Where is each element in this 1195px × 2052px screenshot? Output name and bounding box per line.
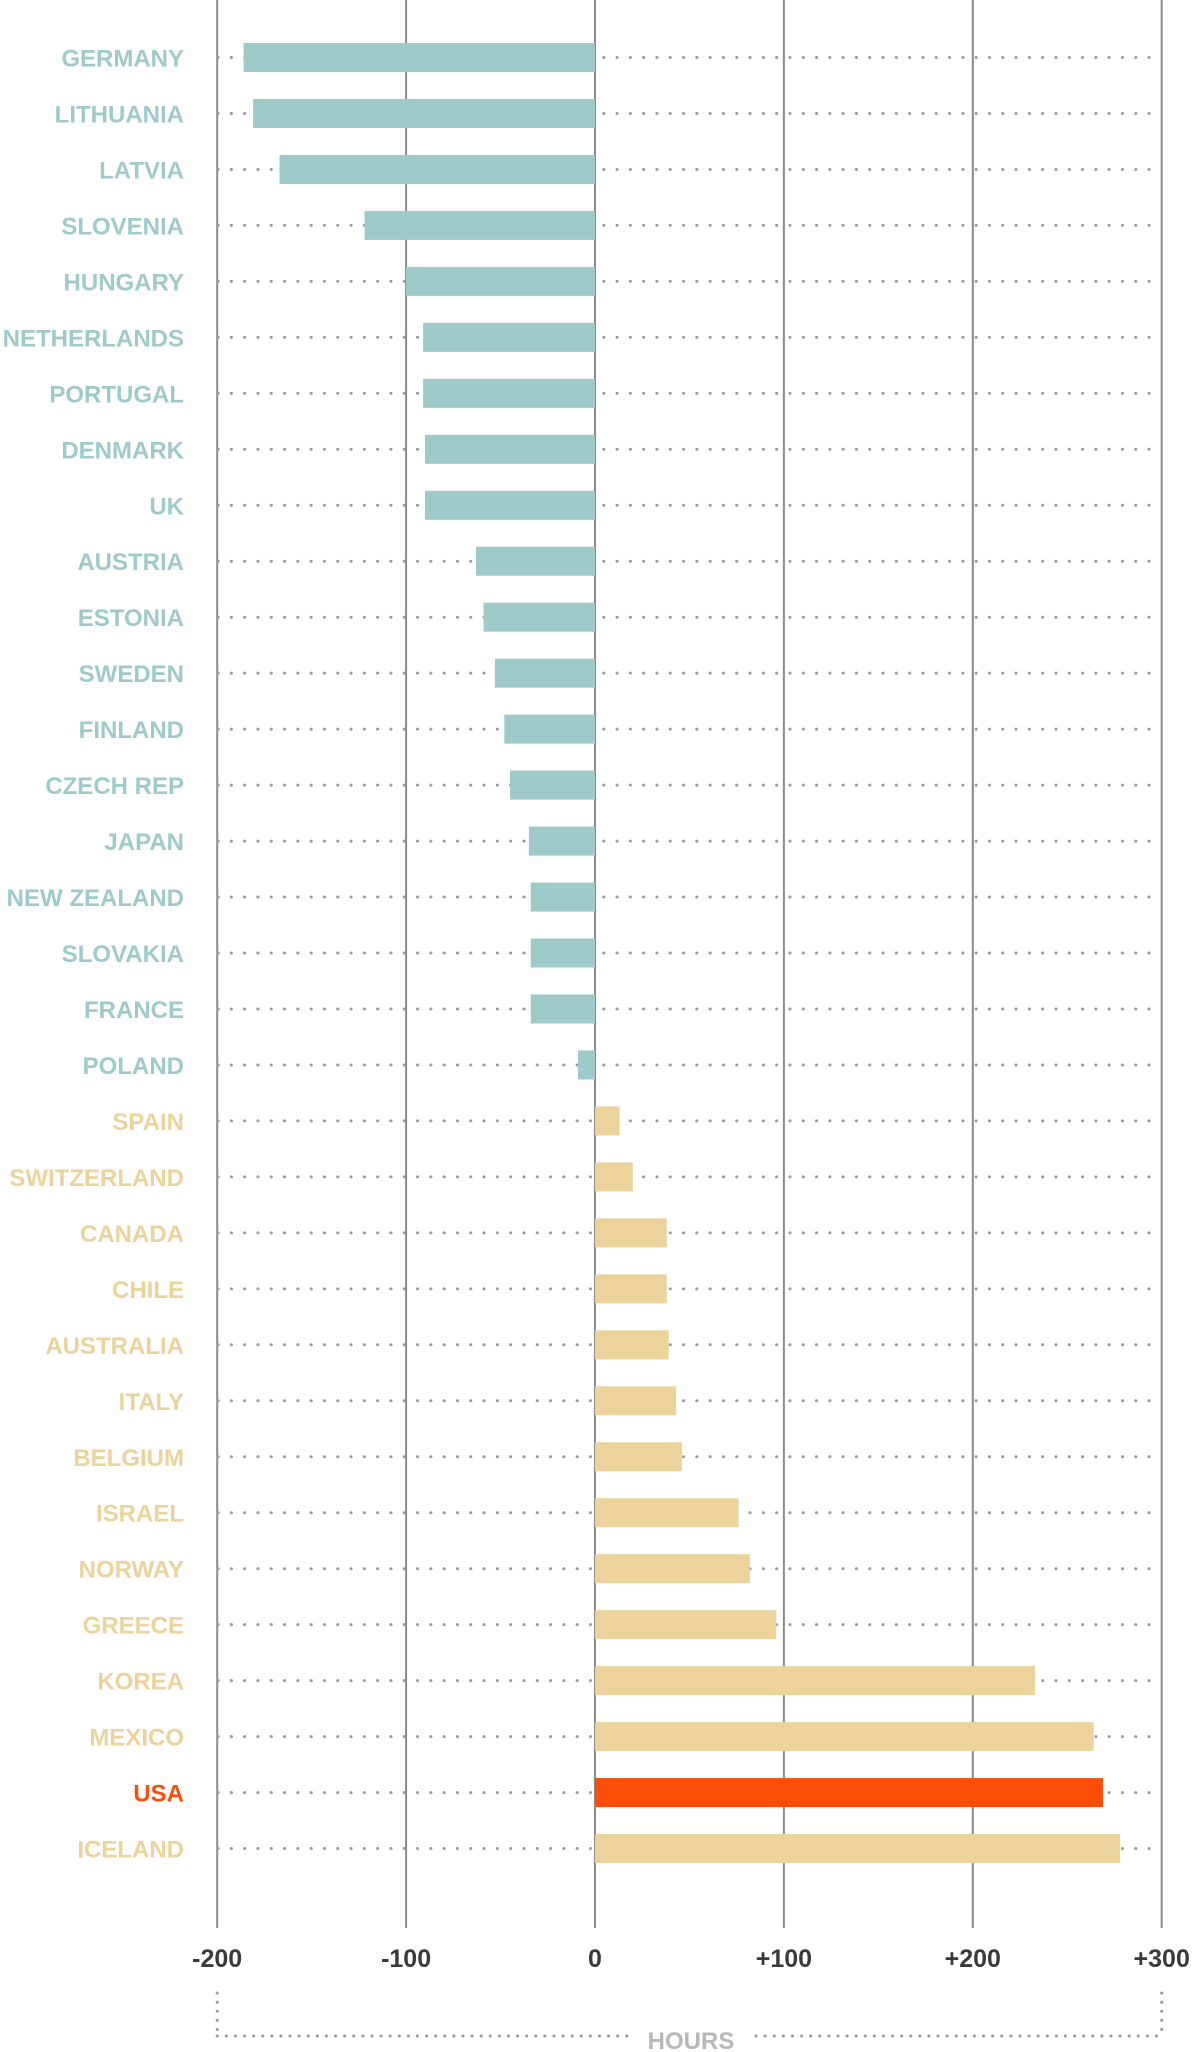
bar-israel — [595, 1498, 739, 1528]
label-iceland: ICELAND — [77, 1837, 184, 1864]
bar-belgium — [595, 1442, 682, 1472]
bar-korea — [595, 1666, 1036, 1696]
label-slovakia: SLOVAKIA — [62, 941, 184, 968]
label-poland: POLAND — [83, 1053, 184, 1080]
label-australia: AUSTRALIA — [45, 1333, 184, 1360]
bar-hungary — [406, 266, 595, 296]
bar-greece — [595, 1610, 777, 1640]
bar-finland — [504, 714, 595, 744]
tick-label-plus100: +100 — [756, 1945, 812, 1973]
bar-slovenia — [364, 210, 595, 240]
bar-italy — [595, 1386, 677, 1416]
bar-new-zealand — [530, 882, 595, 912]
bar-estonia — [483, 602, 595, 632]
bar-denmark — [424, 434, 595, 464]
label-canada: CANADA — [80, 1221, 184, 1248]
label-netherlands: NETHERLANDS — [3, 325, 184, 352]
bar-latvia — [279, 154, 595, 184]
tick-label-minus200: -200 — [192, 1945, 242, 1973]
bar-chile — [595, 1274, 667, 1304]
bar-netherlands — [423, 322, 595, 352]
bar-norway — [595, 1554, 750, 1584]
label-switzerland: SWITZERLAND — [9, 1165, 184, 1192]
tick-label-0: 0 — [588, 1945, 602, 1973]
label-denmark: DENMARK — [61, 437, 184, 464]
label-estonia: ESTONIA — [78, 605, 184, 632]
label-uk: UK — [149, 493, 184, 520]
label-chile: CHILE — [112, 1277, 184, 1304]
bar-canada — [595, 1218, 667, 1248]
label-italy: ITALY — [119, 1389, 184, 1416]
label-czech-rep: CZECH REP — [45, 773, 184, 800]
label-germany: GERMANY — [61, 46, 184, 73]
label-france: FRANCE — [84, 997, 184, 1024]
bar-france — [530, 994, 595, 1024]
label-sweden: SWEDEN — [79, 661, 184, 688]
label-mexico: MEXICO — [89, 1725, 184, 1752]
bar-iceland — [595, 1834, 1121, 1864]
bar-switzerland — [595, 1162, 633, 1192]
label-spain: SPAIN — [112, 1109, 184, 1136]
x-axis-unit: HOURS — [215, 1991, 1164, 2052]
bar-portugal — [423, 378, 595, 408]
tick-label-plus300: +300 — [1134, 1945, 1190, 1973]
label-finland: FINLAND — [79, 717, 184, 744]
bar-sweden — [494, 658, 595, 688]
bar-uk — [424, 490, 595, 520]
label-korea: KOREA — [97, 1669, 184, 1696]
bar-spain — [595, 1106, 620, 1136]
bar-mexico — [595, 1722, 1094, 1752]
label-lithuania: LITHUANIA — [55, 101, 184, 128]
bar-australia — [595, 1330, 669, 1360]
label-portugal: PORTUGAL — [49, 381, 184, 408]
label-new-zealand: NEW ZEALAND — [7, 885, 184, 912]
tick-label-minus100: -100 — [381, 1945, 431, 1973]
label-slovenia: SLOVENIA — [61, 213, 184, 240]
label-japan: JAPAN — [104, 829, 184, 856]
category-labels: GERMANY LITHUANIA LATVIA SLOVENIA HUNGARY NET… — [3, 46, 185, 1864]
label-greece: GREECE — [83, 1613, 184, 1640]
label-belgium: BELGIUM — [73, 1445, 184, 1472]
bars — [243, 43, 1121, 1864]
x-axis-ticks: -200 -100 0 +100 +200 +300 — [192, 1945, 1190, 1973]
label-israel: ISRAEL — [96, 1501, 184, 1528]
bar-japan — [528, 826, 595, 856]
label-usa: USA — [133, 1781, 184, 1808]
bar-lithuania — [253, 98, 595, 128]
bar-slovakia — [530, 938, 595, 968]
bar-poland — [577, 1050, 595, 1080]
label-norway: NORWAY — [79, 1557, 184, 1584]
bar-austria — [475, 546, 595, 576]
x-axis-label: HOURS — [648, 2028, 735, 2052]
tick-label-plus200: +200 — [945, 1945, 1001, 1973]
bar-usa — [595, 1778, 1104, 1808]
bar-germany — [243, 43, 595, 72]
bar-czech-rep — [509, 770, 595, 800]
label-latvia: LATVIA — [99, 157, 184, 184]
label-austria: AUSTRIA — [77, 549, 184, 576]
label-hungary: HUNGARY — [64, 269, 184, 296]
